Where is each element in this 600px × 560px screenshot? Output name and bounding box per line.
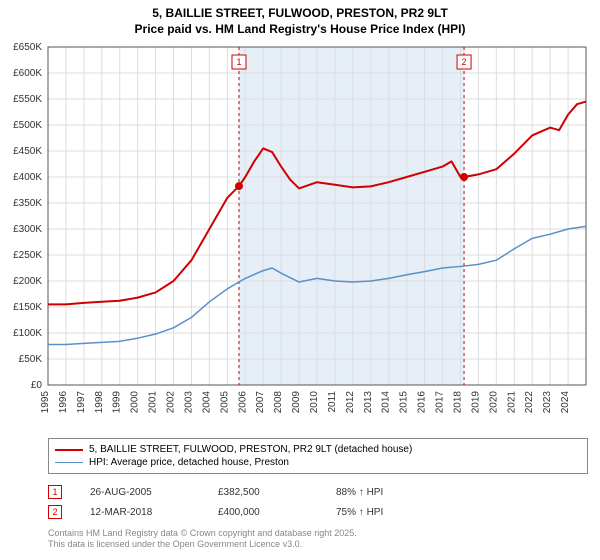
svg-text:1997: 1997 xyxy=(76,391,87,414)
svg-text:2006: 2006 xyxy=(237,391,248,414)
svg-text:2013: 2013 xyxy=(363,391,374,414)
svg-text:2023: 2023 xyxy=(542,391,553,414)
svg-text:2007: 2007 xyxy=(255,391,266,414)
svg-text:2008: 2008 xyxy=(273,391,284,414)
svg-text:£150K: £150K xyxy=(13,302,42,313)
svg-text:1: 1 xyxy=(236,57,241,67)
chart-title-line1: 5, BAILLIE STREET, FULWOOD, PRESTON, PR2… xyxy=(0,6,600,22)
svg-text:£100K: £100K xyxy=(13,328,42,339)
svg-text:2024: 2024 xyxy=(560,391,571,414)
copyright-line1: Contains HM Land Registry data © Crown c… xyxy=(48,528,588,539)
line-chart: £0£50K£100K£150K£200K£250K£300K£350K£400… xyxy=(48,45,588,415)
svg-text:2002: 2002 xyxy=(166,391,177,414)
legend-label: HPI: Average price, detached house, Pres… xyxy=(89,457,289,468)
svg-text:£350K: £350K xyxy=(13,198,42,209)
sale-delta: 75% ↑ HPI xyxy=(336,507,383,518)
svg-text:2005: 2005 xyxy=(219,391,230,414)
copyright-line2: This data is licensed under the Open Gov… xyxy=(48,539,588,550)
sale-marker: 2 xyxy=(48,505,62,519)
svg-text:£400K: £400K xyxy=(13,172,42,183)
svg-text:1996: 1996 xyxy=(58,391,69,414)
svg-text:2003: 2003 xyxy=(183,391,194,414)
svg-text:£0: £0 xyxy=(31,380,43,391)
legend: 5, BAILLIE STREET, FULWOOD, PRESTON, PR2… xyxy=(48,438,588,474)
sale-price: £400,000 xyxy=(218,507,308,518)
sale-marker: 1 xyxy=(48,485,62,499)
svg-text:2010: 2010 xyxy=(309,391,320,414)
chart-title-line2: Price paid vs. HM Land Registry's House … xyxy=(0,22,600,38)
legend-label: 5, BAILLIE STREET, FULWOOD, PRESTON, PR2… xyxy=(89,444,412,455)
svg-text:£250K: £250K xyxy=(13,250,42,261)
svg-text:1999: 1999 xyxy=(112,391,123,414)
svg-text:2022: 2022 xyxy=(524,391,535,414)
svg-text:2018: 2018 xyxy=(452,391,463,414)
legend-swatch xyxy=(55,449,83,451)
svg-text:2016: 2016 xyxy=(417,391,428,414)
svg-text:2020: 2020 xyxy=(488,391,499,414)
svg-text:£600K: £600K xyxy=(13,68,42,79)
legend-swatch xyxy=(55,462,83,463)
svg-text:2011: 2011 xyxy=(327,391,338,413)
svg-text:£50K: £50K xyxy=(19,354,43,365)
legend-item: HPI: Average price, detached house, Pres… xyxy=(55,456,581,469)
svg-text:2015: 2015 xyxy=(399,391,410,414)
svg-text:£650K: £650K xyxy=(13,42,42,53)
svg-text:2017: 2017 xyxy=(435,391,446,414)
sale-delta: 88% ↑ HPI xyxy=(336,487,383,498)
svg-text:2004: 2004 xyxy=(201,391,212,414)
svg-text:£500K: £500K xyxy=(13,120,42,131)
svg-text:2001: 2001 xyxy=(148,391,159,414)
svg-text:1998: 1998 xyxy=(94,391,105,414)
sale-date: 26-AUG-2005 xyxy=(90,487,190,498)
sale-date: 12-MAR-2018 xyxy=(90,507,190,518)
svg-text:2000: 2000 xyxy=(130,391,141,414)
svg-text:£450K: £450K xyxy=(13,146,42,157)
chart-area: £0£50K£100K£150K£200K£250K£300K£350K£400… xyxy=(48,45,588,415)
copyright: Contains HM Land Registry data © Crown c… xyxy=(48,528,588,550)
svg-text:£200K: £200K xyxy=(13,276,42,287)
svg-text:2012: 2012 xyxy=(345,391,356,414)
svg-text:2021: 2021 xyxy=(506,391,517,414)
svg-text:£300K: £300K xyxy=(13,224,42,235)
svg-text:2019: 2019 xyxy=(470,391,481,414)
svg-text:1995: 1995 xyxy=(40,391,51,414)
svg-text:2014: 2014 xyxy=(381,391,392,414)
legend-item: 5, BAILLIE STREET, FULWOOD, PRESTON, PR2… xyxy=(55,443,581,456)
svg-text:£550K: £550K xyxy=(13,94,42,105)
sales-table: 1 26-AUG-2005 £382,500 88% ↑ HPI 2 12-MAR-201… xyxy=(48,482,588,522)
sale-row: 1 26-AUG-2005 £382,500 88% ↑ HPI xyxy=(48,482,588,502)
sale-price: £382,500 xyxy=(218,487,308,498)
sale-row: 2 12-MAR-2018 £400,000 75% ↑ HPI xyxy=(48,502,588,522)
svg-text:2009: 2009 xyxy=(291,391,302,414)
svg-text:2: 2 xyxy=(462,57,467,67)
